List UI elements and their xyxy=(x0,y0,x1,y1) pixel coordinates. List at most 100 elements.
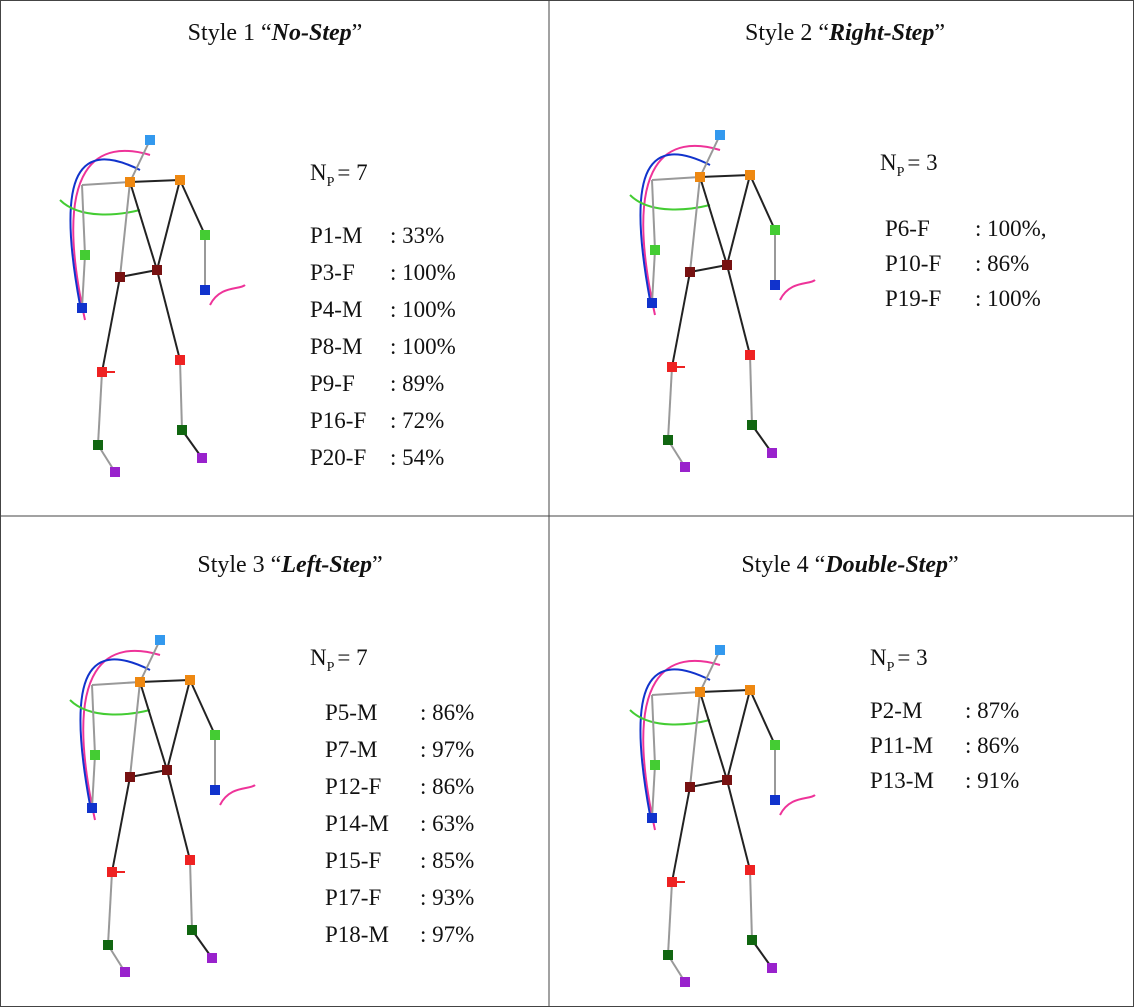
joint xyxy=(197,453,207,463)
participant-score: : 89% xyxy=(390,371,444,396)
participant-id: P1-M xyxy=(310,223,362,248)
joint xyxy=(135,677,145,687)
title-emphasis: No-Step xyxy=(271,20,352,46)
joint xyxy=(715,645,725,655)
participant-id: P16-F xyxy=(310,408,366,433)
participant-score: : 97% xyxy=(420,737,474,762)
joint xyxy=(110,467,120,477)
title-prefix: Style 2 “ xyxy=(745,20,829,46)
np-value: = 7 xyxy=(337,645,367,670)
joint xyxy=(210,785,220,795)
participant-id: P10-F xyxy=(885,251,941,276)
title-prefix: Style 1 “ xyxy=(188,20,272,46)
joint xyxy=(177,425,187,435)
frame xyxy=(1,1,1134,1007)
joint xyxy=(667,362,677,372)
participant-id: P19-F xyxy=(885,286,941,311)
joint xyxy=(745,865,755,875)
participant-score: : 100% xyxy=(390,334,456,359)
participant-id: P11-M xyxy=(870,733,933,758)
np-subscript: P xyxy=(327,175,335,190)
np-symbol: N xyxy=(870,645,887,670)
joint xyxy=(175,175,185,185)
title-emphasis: Double-Step xyxy=(824,552,948,578)
joint xyxy=(207,953,217,963)
participant-score: : 54% xyxy=(390,445,444,470)
participant-id: P15-F xyxy=(325,848,381,873)
np-value: = 7 xyxy=(337,160,367,185)
joint xyxy=(200,230,210,240)
joint xyxy=(107,867,117,877)
joint xyxy=(685,782,695,792)
np-value: = 3 xyxy=(907,150,937,175)
participant-score: : 63% xyxy=(420,811,474,836)
np-subscript: P xyxy=(327,660,335,675)
joint xyxy=(93,440,103,450)
np-symbol: N xyxy=(310,645,327,670)
participant-id: P12-F xyxy=(325,774,381,799)
joint xyxy=(97,367,107,377)
np-subscript: P xyxy=(887,660,895,675)
joint xyxy=(120,967,130,977)
joint xyxy=(647,813,657,823)
np-symbol: N xyxy=(880,150,897,175)
title-emphasis: Left-Step xyxy=(280,552,372,578)
joint xyxy=(722,260,732,270)
joint xyxy=(145,135,155,145)
panel-title: Style 1 “No-Step” xyxy=(188,20,363,46)
participant-score: : 100%, xyxy=(975,216,1047,241)
participant-score: : 86% xyxy=(975,251,1029,276)
joint xyxy=(90,750,100,760)
participant-score: : 100% xyxy=(975,286,1041,311)
joint xyxy=(695,687,705,697)
joint xyxy=(103,940,113,950)
joint xyxy=(200,285,210,295)
joint xyxy=(125,772,135,782)
participant-id: P6-F xyxy=(885,216,930,241)
participant-score: : 100% xyxy=(390,260,456,285)
title-suffix: ” xyxy=(352,20,363,46)
joint xyxy=(210,730,220,740)
participant-score: : 86% xyxy=(420,774,474,799)
joint xyxy=(185,675,195,685)
title-prefix: Style 4 “ xyxy=(741,552,825,578)
title-emphasis: Right-Step xyxy=(828,20,934,46)
participant-score: : 86% xyxy=(965,733,1019,758)
joint xyxy=(715,130,725,140)
title-suffix: ” xyxy=(934,20,945,46)
joint xyxy=(185,855,195,865)
joint xyxy=(680,462,690,472)
panel-title: Style 4 “Double-Step” xyxy=(741,552,958,578)
participant-score: : 86% xyxy=(420,700,474,725)
joint xyxy=(745,350,755,360)
joint xyxy=(747,420,757,430)
joint xyxy=(155,635,165,645)
joint xyxy=(80,250,90,260)
participant-score: : 72% xyxy=(390,408,444,433)
joint xyxy=(663,435,673,445)
joint xyxy=(767,963,777,973)
joint xyxy=(680,977,690,987)
joint xyxy=(162,765,172,775)
joint xyxy=(745,685,755,695)
joint xyxy=(667,877,677,887)
participant-id: P7-M xyxy=(325,737,377,762)
joint xyxy=(695,172,705,182)
joint xyxy=(663,950,673,960)
participant-id: P17-F xyxy=(325,885,381,910)
participant-id: P3-F xyxy=(310,260,355,285)
joint xyxy=(685,267,695,277)
np-value: = 3 xyxy=(897,645,927,670)
participant-id: P4-M xyxy=(310,297,362,322)
joint xyxy=(125,177,135,187)
participant-id: P9-F xyxy=(310,371,355,396)
joint xyxy=(115,272,125,282)
participant-score: : 93% xyxy=(420,885,474,910)
joint xyxy=(647,298,657,308)
joint xyxy=(770,740,780,750)
participant-score: : 97% xyxy=(420,922,474,947)
joint xyxy=(175,355,185,365)
participant-id: P13-M xyxy=(870,768,934,793)
title-suffix: ” xyxy=(948,552,959,578)
participant-id: P14-M xyxy=(325,811,389,836)
